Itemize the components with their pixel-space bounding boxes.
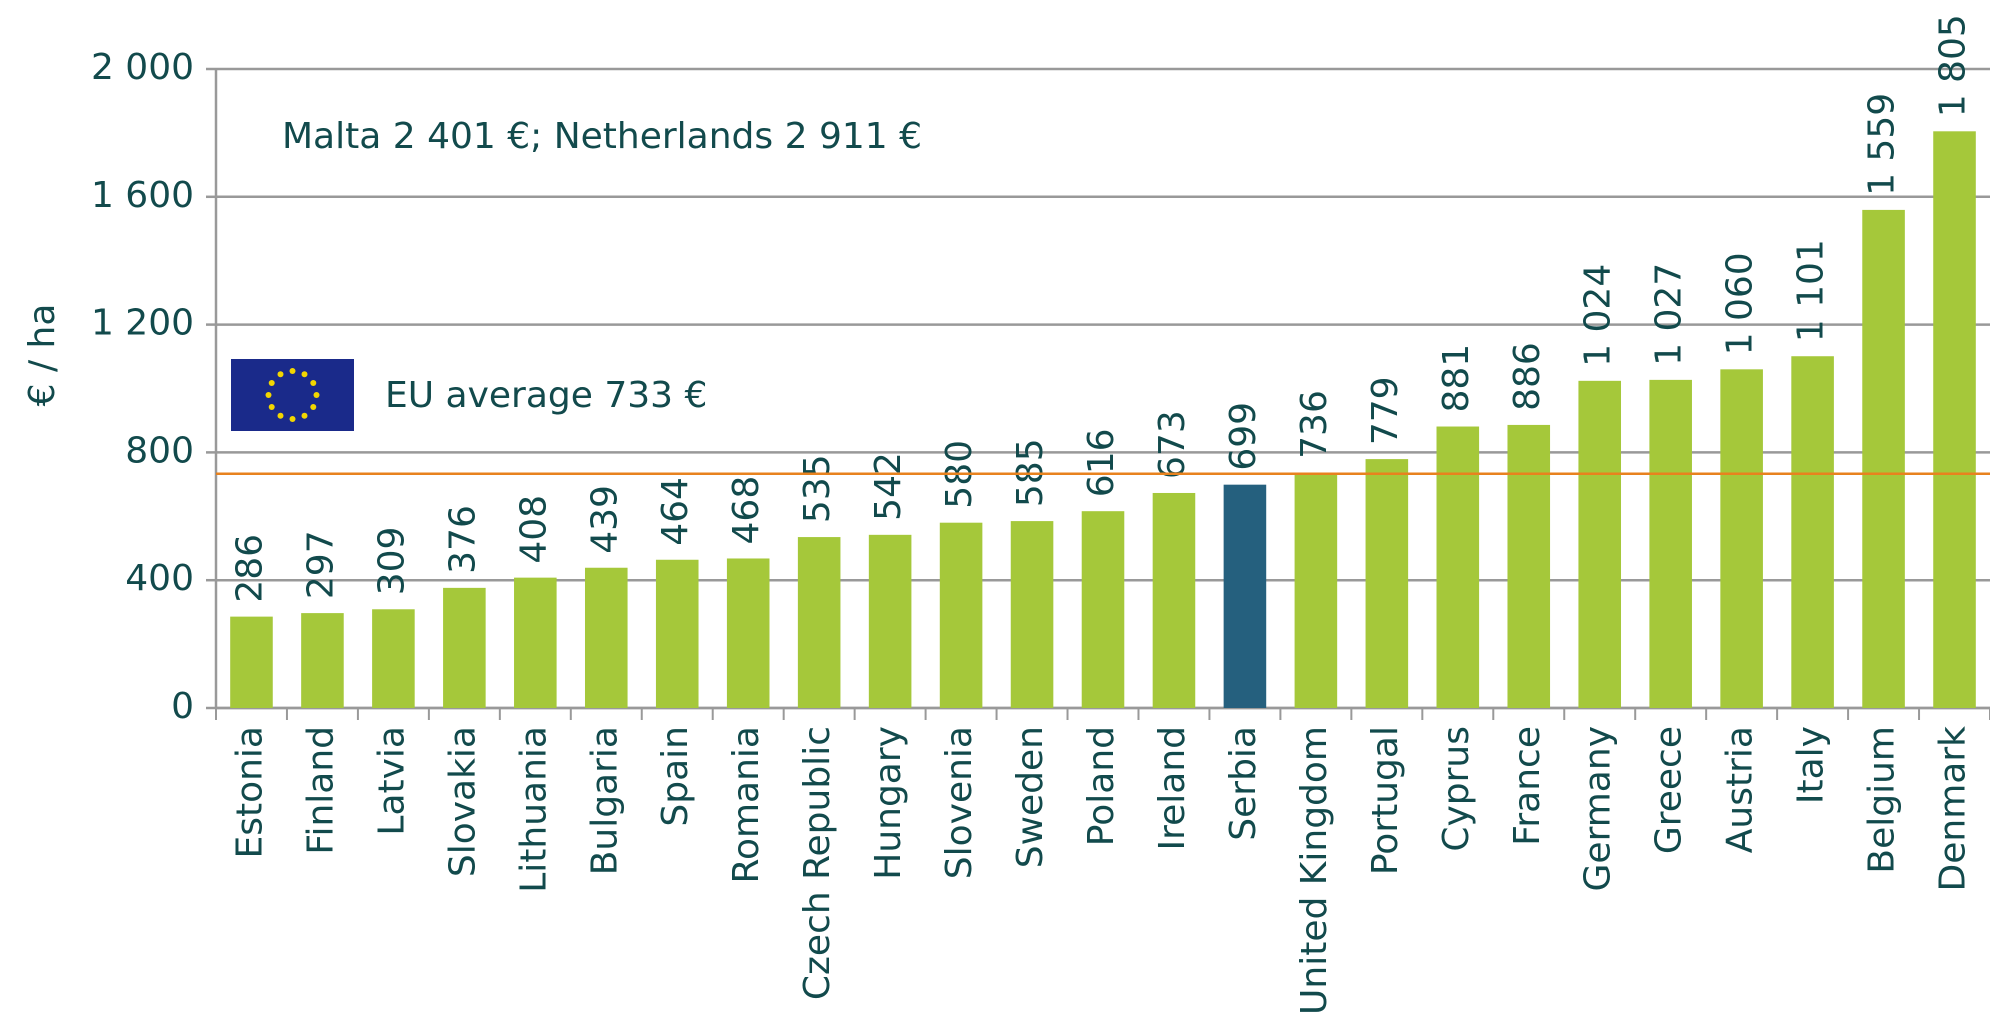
bar — [301, 613, 344, 708]
x-tick-label: Lithuania — [513, 726, 554, 893]
value-label: 439 — [584, 485, 625, 554]
bar — [1010, 521, 1054, 708]
value-label: 286 — [229, 534, 270, 603]
star — [313, 392, 320, 398]
bar — [1152, 492, 1196, 708]
bar — [1578, 380, 1622, 708]
bar — [655, 559, 699, 708]
value-label: 1 027 — [1649, 263, 1690, 366]
flag-stars — [265, 368, 320, 422]
value-label: 542 — [868, 452, 909, 521]
x-tick-label: Slovakia — [442, 726, 483, 877]
bar — [584, 567, 628, 708]
y-axis-label: € / ha — [22, 304, 63, 407]
value-label: 736 — [1294, 390, 1335, 459]
value-label: 468 — [726, 476, 767, 545]
x-tick-label: Slovenia — [939, 726, 980, 879]
annotation: Malta 2 401 €; Netherlands 2 911 € — [282, 116, 922, 157]
star — [268, 380, 275, 386]
value-label: 1 060 — [1720, 252, 1761, 355]
x-tick-label: Latvia — [371, 726, 412, 836]
bar — [514, 577, 557, 708]
bar — [230, 616, 273, 708]
x-tick-label: Poland — [1081, 726, 1122, 846]
value-label: 779 — [1365, 376, 1406, 445]
y-tick-label: 0 — [171, 686, 194, 727]
bar — [1436, 426, 1480, 708]
bar — [1223, 484, 1267, 708]
x-tick-label: Belgium — [1862, 726, 1903, 874]
x-tick-label: Sweden — [1010, 726, 1051, 868]
value-label: 881 — [1436, 344, 1477, 413]
value-label: 1 559 — [1862, 93, 1903, 196]
bar — [1933, 131, 1976, 709]
y-tick-label: 800 — [125, 430, 194, 471]
x-tick-label: United Kingdom — [1294, 726, 1335, 1015]
x-tick-label: Finland — [300, 726, 341, 855]
value-label: 699 — [1223, 402, 1264, 471]
x-tick-label: Serbia — [1223, 726, 1264, 841]
y-tick-label: 2 000 — [91, 47, 194, 88]
star — [301, 412, 308, 419]
value-label: 309 — [371, 527, 412, 596]
bar — [726, 558, 770, 708]
value-label: 376 — [442, 505, 483, 574]
value-label: 1 024 — [1578, 264, 1619, 367]
y-tick-label: 1 200 — [91, 303, 194, 344]
bar — [1791, 356, 1834, 708]
reference-label: EU average 733 € — [385, 375, 707, 416]
x-tick-label: Ireland — [1152, 726, 1193, 851]
x-tick-label: Greece — [1649, 726, 1690, 854]
x-tick-label: Cyprus — [1436, 726, 1477, 852]
x-tick-label: Hungary — [868, 726, 909, 880]
star — [277, 371, 284, 378]
bar — [443, 587, 486, 708]
value-label: 616 — [1081, 428, 1122, 497]
bar — [939, 522, 983, 708]
value-label: 297 — [300, 530, 341, 599]
x-tick-label: Czech Republic — [797, 726, 838, 1000]
eu-flag — [231, 359, 354, 431]
bar — [1365, 459, 1409, 708]
bar — [1720, 369, 1763, 708]
y-tick-label: 1 600 — [91, 175, 194, 216]
value-label: 408 — [513, 495, 554, 564]
x-tick-label: Portugal — [1365, 726, 1406, 875]
x-tick-label: Romania — [726, 726, 767, 883]
bar — [372, 609, 415, 708]
value-label: 464 — [655, 477, 696, 546]
star — [268, 404, 275, 410]
bar — [1862, 209, 1905, 708]
x-tick-label: Denmark — [1933, 726, 1974, 892]
x-tick-label: Estonia — [229, 726, 270, 859]
x-tick-label: Bulgaria — [584, 726, 625, 875]
value-label: 1 805 — [1933, 14, 1974, 117]
value-label: 535 — [797, 454, 838, 523]
bar — [1294, 472, 1338, 708]
value-label: 886 — [1507, 342, 1548, 411]
bar — [797, 537, 841, 708]
bar — [1649, 379, 1692, 708]
star — [301, 371, 308, 378]
bar — [868, 534, 912, 708]
bar — [1081, 511, 1125, 708]
star — [289, 416, 296, 422]
star — [289, 368, 296, 374]
x-tick-label: Spain — [655, 726, 696, 827]
star — [310, 404, 317, 410]
bar — [1507, 424, 1551, 708]
value-label: 1 101 — [1791, 239, 1832, 342]
star — [265, 392, 272, 398]
y-tick-label: 400 — [125, 558, 194, 599]
x-tick-label: Italy — [1791, 726, 1832, 804]
x-tick-label: Germany — [1578, 726, 1619, 891]
x-tick-label: Austria — [1720, 726, 1761, 853]
star — [310, 380, 317, 386]
x-tick-label: France — [1507, 726, 1548, 846]
star — [277, 412, 284, 419]
value-label: 673 — [1152, 410, 1193, 479]
